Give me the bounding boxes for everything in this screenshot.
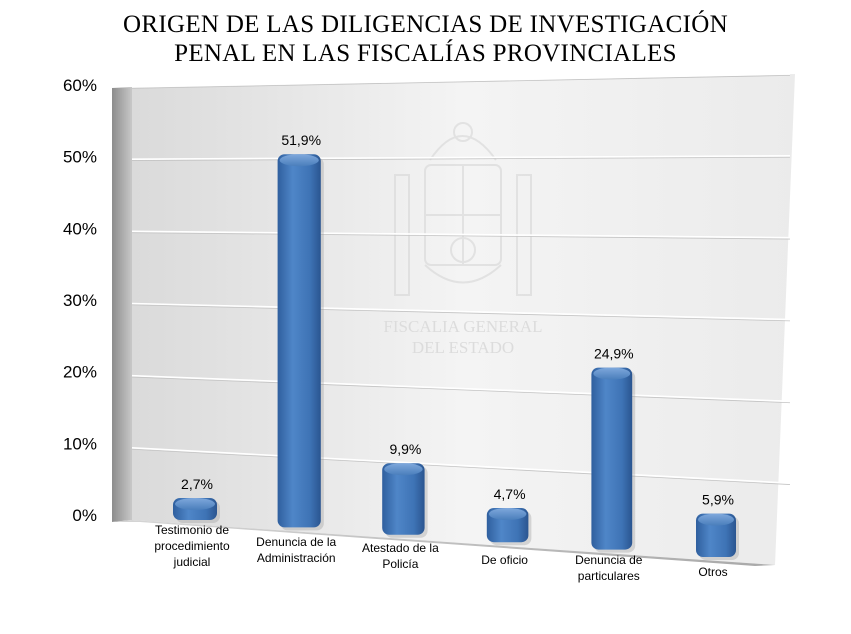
data-label: 2,7% bbox=[181, 476, 213, 492]
data-label: 4,7% bbox=[494, 486, 526, 502]
chart-title: ORIGEN DE LAS DILIGENCIAS DE INVESTIGACI… bbox=[0, 10, 851, 68]
x-tick-label: Testimonio de procedimiento judicial bbox=[154, 523, 230, 569]
chart-title-line1: ORIGEN DE LAS DILIGENCIAS DE INVESTIGACI… bbox=[123, 11, 728, 38]
bar bbox=[382, 463, 428, 538]
data-labels: 2,7% 51,9% 9,9% 4,7% 24,9% 5,9% bbox=[181, 132, 734, 507]
bars bbox=[173, 154, 739, 560]
data-label: 5,9% bbox=[702, 492, 734, 508]
gridline-shadow bbox=[131, 304, 791, 322]
y-tick-label: 30% bbox=[63, 291, 97, 310]
y-tick-label: 50% bbox=[63, 148, 97, 167]
gridline bbox=[131, 447, 791, 484]
y-tick-label: 60% bbox=[63, 76, 97, 95]
y-tick-label: 40% bbox=[63, 219, 97, 238]
x-tick-label: De oficio bbox=[481, 553, 528, 567]
bar bbox=[173, 498, 220, 523]
bar bbox=[591, 367, 636, 553]
y-axis: 0% 10% 20% 30% 40% 50% 60% bbox=[63, 76, 97, 525]
data-label: 9,9% bbox=[389, 441, 421, 457]
y-tick-label: 0% bbox=[72, 506, 97, 525]
bar bbox=[486, 508, 532, 546]
x-tick-label: Otros bbox=[698, 565, 727, 579]
gridline bbox=[131, 73, 791, 88]
data-label: 24,9% bbox=[594, 346, 634, 362]
gridline bbox=[131, 155, 791, 160]
gridline-shadow bbox=[131, 376, 791, 404]
data-label: 51,9% bbox=[281, 132, 321, 148]
coat-of-arms-icon bbox=[394, 122, 532, 296]
gridline-shadow bbox=[131, 156, 791, 161]
gridline-shadow bbox=[131, 232, 791, 240]
y-tick-label: 20% bbox=[63, 363, 97, 382]
gridline bbox=[131, 374, 791, 403]
x-tick-label: Denuncia de la Administración bbox=[256, 535, 336, 565]
bar bbox=[277, 154, 324, 531]
gridline-shadow bbox=[131, 448, 791, 485]
y-tick-label: 10% bbox=[63, 434, 97, 453]
gridline bbox=[131, 302, 791, 321]
x-tick-label: Denuncia de particulares bbox=[575, 553, 643, 583]
gridline bbox=[131, 230, 791, 239]
bar bbox=[696, 513, 739, 560]
watermark-line2: DEL ESTADO bbox=[412, 338, 514, 357]
watermark-line1: FISCALIA GENERAL bbox=[383, 317, 542, 336]
x-tick-label: Atestado de la Policía bbox=[362, 541, 439, 571]
chart-title-line2: PENAL EN LAS FISCALÍAS PROVINCIALES bbox=[174, 40, 677, 67]
floor bbox=[112, 520, 775, 566]
x-axis: Testimonio de procedimiento judicial Denunc… bbox=[154, 523, 727, 583]
side-wall bbox=[112, 87, 132, 522]
gridlines bbox=[131, 73, 791, 485]
gridline-shadow bbox=[131, 75, 791, 89]
